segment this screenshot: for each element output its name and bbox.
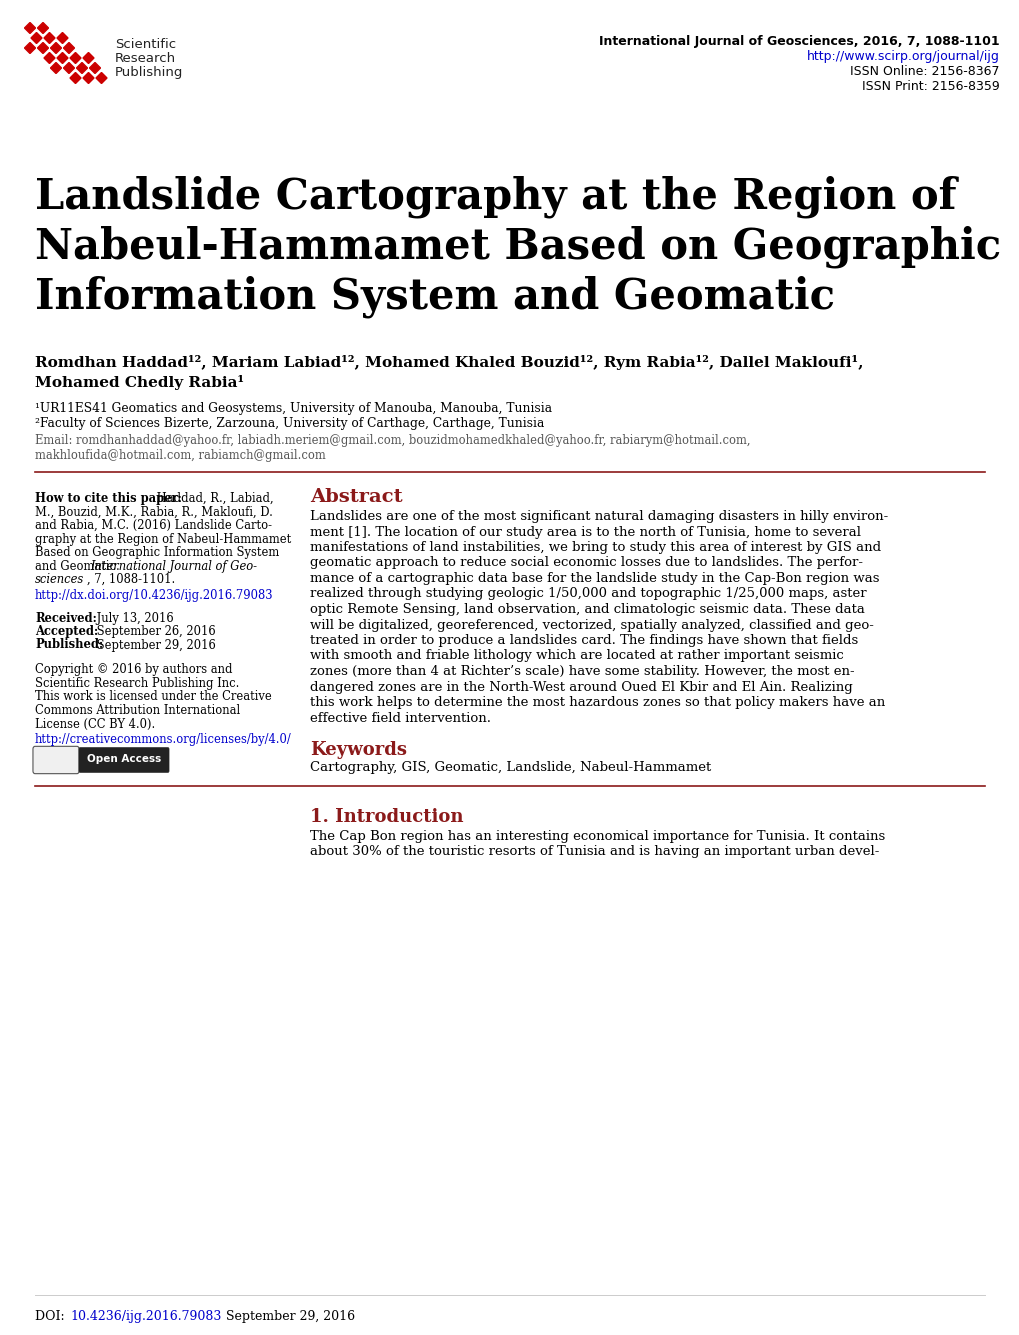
Text: zones (more than 4 at Richter’s scale) have some stability. However, the most en: zones (more than 4 at Richter’s scale) h… [310,665,854,678]
Text: Landslide Cartography at the Region of: Landslide Cartography at the Region of [35,175,956,218]
Text: July 13, 2016: July 13, 2016 [93,611,173,625]
Text: geomatic approach to reduce social economic losses due to landslides. The perfor: geomatic approach to reduce social econo… [310,557,862,570]
Circle shape [36,750,56,770]
Text: ISSN Online: 2156-8367: ISSN Online: 2156-8367 [850,65,999,77]
Text: makhloufida@hotmail.com, rabiamch@gmail.com: makhloufida@hotmail.com, rabiamch@gmail.… [35,449,325,462]
Text: Landslides are one of the most significant natural damaging disasters in hilly e: Landslides are one of the most significa… [310,510,888,523]
Text: and Rabia, M.C. (2016) Landslide Carto-: and Rabia, M.C. (2016) Landslide Carto- [35,519,272,533]
Text: 10.4236/ijg.2016.79083: 10.4236/ijg.2016.79083 [70,1310,221,1323]
Text: http://creativecommons.org/licenses/by/4.0/: http://creativecommons.org/licenses/by/4… [35,733,291,746]
Text: September 26, 2016: September 26, 2016 [93,625,215,638]
Text: Received:: Received: [35,611,97,625]
Polygon shape [24,23,36,33]
Text: Abstract: Abstract [310,489,403,506]
Text: Haddad, R., Labiad,: Haddad, R., Labiad, [153,493,273,505]
Text: Information System and Geomatic: Information System and Geomatic [35,275,835,318]
Text: Copyright © 2016 by authors and: Copyright © 2016 by authors and [35,663,232,677]
Polygon shape [51,63,61,73]
Polygon shape [96,72,107,84]
Text: DOI:: DOI: [35,1310,68,1323]
Polygon shape [51,43,61,53]
Text: Scientific: Scientific [115,37,176,51]
Polygon shape [44,52,55,64]
Text: with smooth and friable lithology which are located at rather important seismic: with smooth and friable lithology which … [310,650,843,662]
Text: treated in order to produce a landslides card. The findings have shown that fiel: treated in order to produce a landslides… [310,634,857,647]
Text: Email: romdhanhaddad@yahoo.fr, labiadh.meriem@gmail.com, bouzidmohamedkhaled@yah: Email: romdhanhaddad@yahoo.fr, labiadh.m… [35,434,750,447]
Text: realized through studying geologic 1/50,000 and topographic 1/25,000 maps, aster: realized through studying geologic 1/50,… [310,587,866,601]
Text: International Journal of Geosciences, 2016, 7, 1088-1101: International Journal of Geosciences, 20… [599,35,999,48]
Text: Accepted:: Accepted: [35,625,98,638]
Polygon shape [57,52,68,64]
Text: Cartography, GIS, Geomatic, Landslide, Nabeul-Hammamet: Cartography, GIS, Geomatic, Landslide, N… [310,761,710,774]
Polygon shape [83,72,94,84]
Text: ²Faculty of Sciences Bizerte, Zarzouna, University of Carthage, Carthage, Tunisi: ²Faculty of Sciences Bizerte, Zarzouna, … [35,417,544,430]
Text: http://dx.doi.org/10.4236/ijg.2016.79083: http://dx.doi.org/10.4236/ijg.2016.79083 [35,590,273,602]
Polygon shape [44,32,55,44]
Text: this work helps to determine the most hazardous zones so that policy makers have: this work helps to determine the most ha… [310,696,884,709]
Polygon shape [57,32,68,44]
Text: Scientific Research Publishing Inc.: Scientific Research Publishing Inc. [35,677,239,690]
Text: mance of a cartographic data base for the landslide study in the Cap-Bon region : mance of a cartographic data base for th… [310,571,878,585]
Text: Romdhan Haddad¹², Mariam Labiad¹², Mohamed Khaled Bouzid¹², Rym Rabia¹², Dallel : Romdhan Haddad¹², Mariam Labiad¹², Moham… [35,355,863,370]
Text: ment [1]. The location of our study area is to the north of Tunisia, home to sev: ment [1]. The location of our study area… [310,526,860,538]
Text: dangered zones are in the North-West around Oued El Kbir and El Ain. Realizing: dangered zones are in the North-West aro… [310,681,852,693]
Text: ISSN Print: 2156-8359: ISSN Print: 2156-8359 [861,80,999,93]
Text: Published:: Published: [35,638,103,651]
Text: September 29, 2016: September 29, 2016 [93,638,216,651]
Text: International Journal of Geo-: International Journal of Geo- [90,559,257,573]
Text: Open Access: Open Access [87,754,161,764]
Text: License (CC BY 4.0).: License (CC BY 4.0). [35,717,155,730]
Polygon shape [38,43,49,53]
Text: How to cite this paper:: How to cite this paper: [35,493,181,505]
Text: Nabeul-Hammamet Based on Geographic: Nabeul-Hammamet Based on Geographic [35,226,1000,267]
Text: graphy at the Region of Nabeul-Hammamet: graphy at the Region of Nabeul-Hammamet [35,533,291,546]
Text: Publishing: Publishing [115,65,183,79]
Text: Based on Geographic Information System: Based on Geographic Information System [35,546,279,559]
Text: optic Remote Sensing, land observation, and climatologic seismic data. These dat: optic Remote Sensing, land observation, … [310,603,864,615]
Polygon shape [70,52,81,64]
Polygon shape [83,52,94,64]
Polygon shape [70,72,81,84]
Text: Mohamed Chedly Rabia¹: Mohamed Chedly Rabia¹ [35,375,244,390]
Text: ⓘ: ⓘ [59,756,65,765]
Text: will be digitalized, georeferenced, vectorized, spatially analyzed, classified a: will be digitalized, georeferenced, vect… [310,618,873,631]
Text: September 29, 2016: September 29, 2016 [210,1310,355,1323]
Polygon shape [63,63,74,73]
Text: ¹UR11ES41 Geomatics and Geosystems, University of Manouba, Manouba, Tunisia: ¹UR11ES41 Geomatics and Geosystems, Univ… [35,402,551,415]
Polygon shape [38,23,49,33]
Polygon shape [63,43,74,53]
Polygon shape [90,63,101,73]
Text: M., Bouzid, M.K., Rabia, R., Makloufi, D.: M., Bouzid, M.K., Rabia, R., Makloufi, D… [35,506,273,518]
Polygon shape [76,63,88,73]
Text: about 30% of the touristic resorts of Tunisia and is having an important urban d: about 30% of the touristic resorts of Tu… [310,845,878,858]
Text: sciences: sciences [35,573,85,586]
Polygon shape [24,43,36,53]
Text: This work is licensed under the Creative: This work is licensed under the Creative [35,690,271,704]
Text: effective field intervention.: effective field intervention. [310,712,490,725]
Text: manifestations of land instabilities, we bring to study this area of interest by: manifestations of land instabilities, we… [310,541,880,554]
Polygon shape [31,32,42,44]
Text: 1. Introduction: 1. Introduction [310,808,463,826]
Text: The Cap Bon region has an interesting economical importance for Tunisia. It cont: The Cap Bon region has an interesting ec… [310,830,884,842]
Text: Commons Attribution International: Commons Attribution International [35,704,240,717]
Text: http://www.scirp.org/journal/ijg: http://www.scirp.org/journal/ijg [806,49,999,63]
Text: cc: cc [41,756,51,765]
Text: Keywords: Keywords [310,741,407,760]
Text: Research: Research [115,52,176,65]
Text: , 7, 1088-1101.: , 7, 1088-1101. [87,573,175,586]
Text: and Geomatic.: and Geomatic. [35,559,123,573]
